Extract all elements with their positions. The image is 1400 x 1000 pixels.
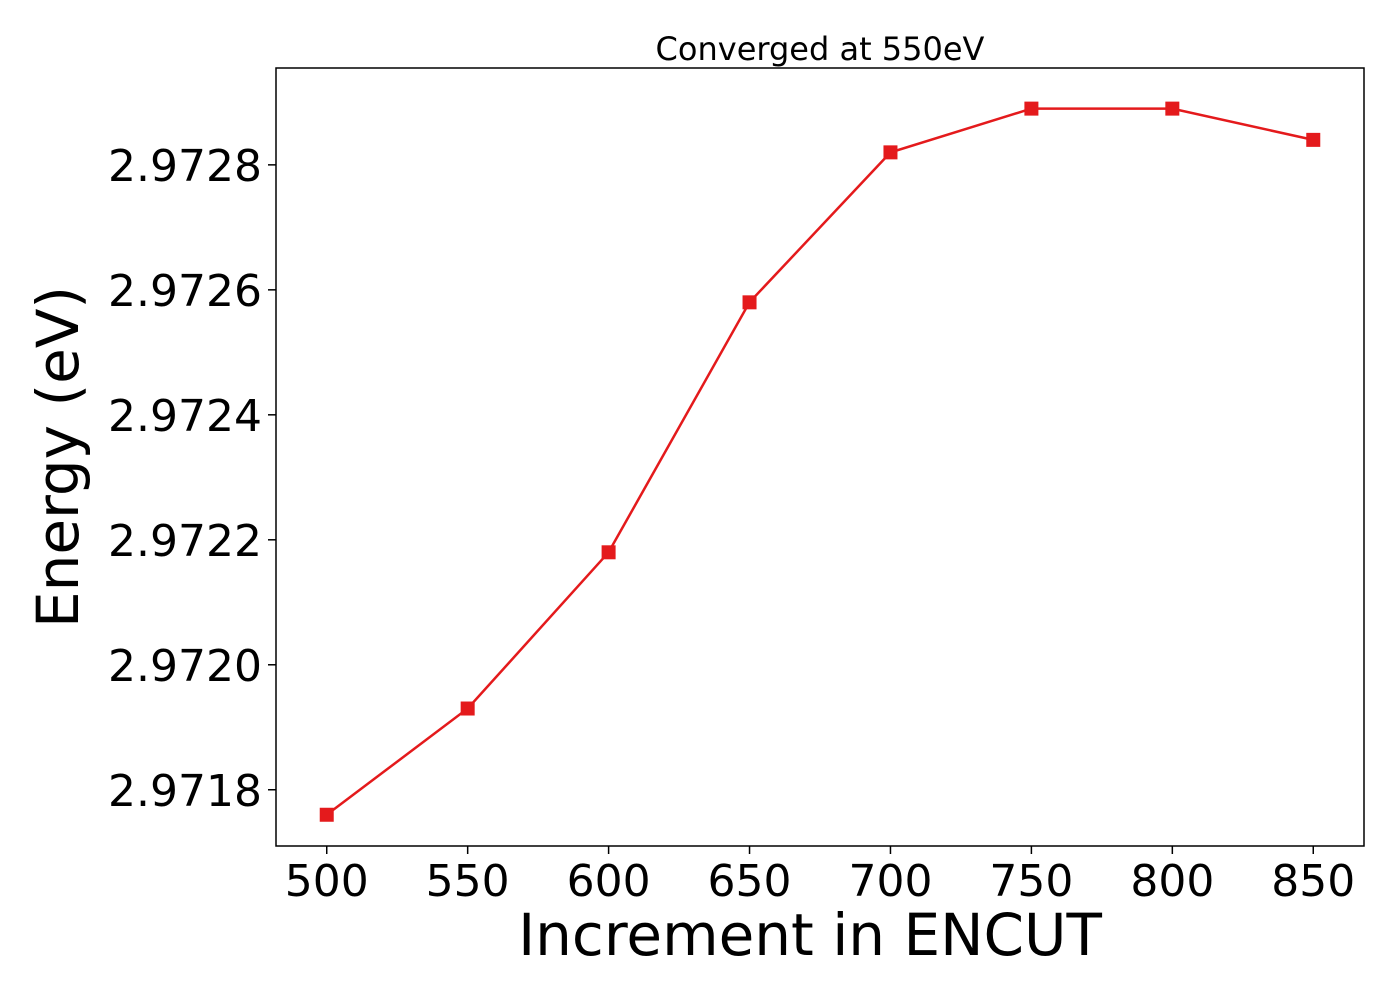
y-tick-label: 2.9718 (108, 766, 262, 817)
x-tick-label: 750 (989, 856, 1073, 907)
data-point (601, 545, 616, 560)
plot-frame (275, 67, 1365, 847)
x-axis: 500 550 600 650 700 750 800 850 (285, 846, 1355, 907)
x-tick-label: 600 (567, 856, 651, 907)
x-tick-label: 700 (848, 856, 932, 907)
series-layer (319, 101, 1321, 822)
x-tick-label: 800 (1130, 856, 1214, 907)
x-tick-label: 850 (1271, 856, 1355, 907)
data-point (1024, 101, 1039, 116)
y-tick-label: 2.9722 (108, 516, 262, 567)
x-tick-label: 500 (285, 856, 369, 907)
y-tick-label: 2.9724 (108, 391, 262, 442)
x-tick-label: 650 (708, 856, 792, 907)
x-tick-label: 550 (426, 856, 510, 907)
data-point (460, 701, 475, 716)
data-point (1165, 101, 1180, 116)
y-axis-label: Energy (eV) (24, 286, 92, 628)
chart-title: Converged at 550eV (656, 30, 985, 68)
y-tick-label: 2.9728 (108, 141, 262, 192)
y-axis: 2.9718 2.9720 2.9722 2.9724 2.9726 2.9728 (108, 141, 276, 817)
data-point (1306, 132, 1321, 147)
data-point (319, 807, 334, 822)
data-point (742, 295, 757, 310)
series-line (325, 107, 1314, 816)
y-tick-label: 2.9726 (108, 266, 262, 317)
y-tick-label: 2.9720 (108, 641, 262, 692)
x-axis-label: Increment in ENCUT (518, 901, 1102, 969)
data-point (883, 145, 898, 160)
